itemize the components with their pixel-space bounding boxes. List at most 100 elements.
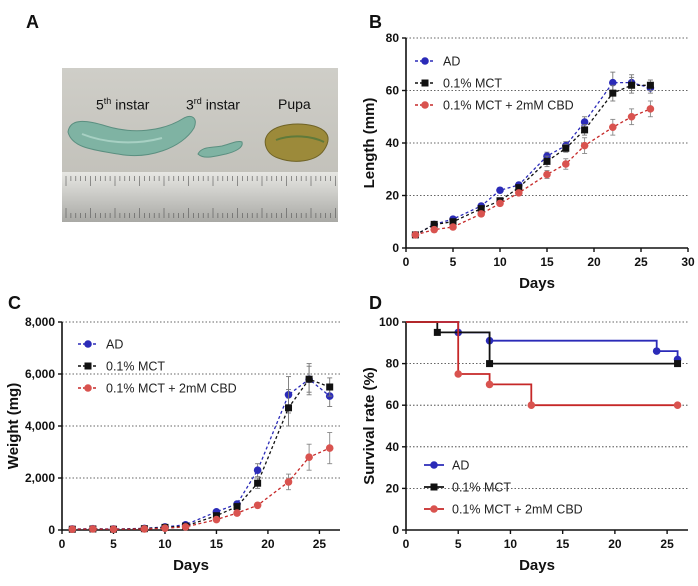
label-third-instar: 3rd instar xyxy=(186,96,240,113)
label-fifth-instar: 5th instar xyxy=(96,96,150,113)
x-tick-label: 30 xyxy=(681,255,695,269)
series-fit-line xyxy=(415,84,651,236)
y-axis-label: Length (mm) xyxy=(361,98,378,189)
legend-label: 0.1% MCT + 2mM CBD xyxy=(443,99,574,113)
panel-letter-b: B xyxy=(369,12,382,32)
survival-marker xyxy=(652,347,661,355)
legend-label: AD xyxy=(106,338,123,352)
x-tick-label: 5 xyxy=(455,537,462,551)
y-tick-label: 60 xyxy=(386,84,400,98)
survival-marker xyxy=(486,360,494,368)
data-point xyxy=(89,525,97,533)
data-point xyxy=(477,210,486,218)
series-fit-line xyxy=(72,378,330,530)
data-point xyxy=(562,160,570,168)
data-point xyxy=(254,479,262,487)
data-point xyxy=(562,144,570,152)
legend-marker xyxy=(421,101,429,109)
legend-label: 0.1% MCT + 2mM CBD xyxy=(106,382,237,396)
x-tick-label: 5 xyxy=(110,537,117,551)
legend-marker xyxy=(430,505,438,513)
x-tick-label: 10 xyxy=(158,537,172,551)
legend-marker xyxy=(430,461,438,469)
legend-marker xyxy=(430,483,438,491)
x-axis-label: Days xyxy=(519,557,555,574)
data-point xyxy=(430,220,438,228)
data-point xyxy=(609,89,617,97)
third-instar-larva xyxy=(197,141,243,158)
data-point xyxy=(181,523,190,531)
x-tick-label: 15 xyxy=(210,537,224,551)
data-point xyxy=(305,375,313,383)
data-point xyxy=(285,404,293,412)
y-tick-label: 20 xyxy=(386,481,400,495)
data-point xyxy=(580,141,589,150)
data-point xyxy=(305,453,313,462)
data-point xyxy=(580,118,589,126)
y-tick-label: 2,000 xyxy=(25,471,55,485)
survival-marker xyxy=(674,360,682,368)
data-point xyxy=(233,503,241,511)
survival-step-line xyxy=(406,321,679,360)
legend-marker xyxy=(84,362,92,370)
x-tick-label: 15 xyxy=(540,255,554,269)
data-point xyxy=(646,105,655,113)
pupa-larva xyxy=(264,123,329,162)
data-point xyxy=(581,126,589,134)
x-tick-label: 20 xyxy=(608,537,622,551)
data-point xyxy=(543,157,551,165)
x-tick-label: 15 xyxy=(556,537,570,551)
y-tick-label: 40 xyxy=(386,440,400,454)
larva-highlight xyxy=(81,133,163,144)
ruler-ticks xyxy=(65,176,336,218)
y-tick-label: 80 xyxy=(386,357,400,371)
x-tick-label: 0 xyxy=(59,537,66,551)
data-point xyxy=(325,444,334,452)
x-tick-label: 0 xyxy=(403,537,410,551)
y-axis-label: Weight (mg) xyxy=(5,383,22,469)
legend-label: AD xyxy=(452,459,469,473)
legend-label: 0.1% MCT xyxy=(443,77,502,91)
legend-marker xyxy=(84,384,92,392)
legend-marker xyxy=(421,79,429,87)
y-axis-label: Survival rate (%) xyxy=(361,367,378,485)
y-tick-label: 40 xyxy=(386,136,400,150)
x-tick-label: 20 xyxy=(261,537,275,551)
y-tick-label: 8,000 xyxy=(25,315,55,329)
data-point xyxy=(496,199,504,208)
legend-label: AD xyxy=(443,55,460,69)
data-point xyxy=(496,186,504,195)
panel-letter-d: D xyxy=(369,293,382,313)
x-tick-label: 5 xyxy=(450,255,457,269)
data-point xyxy=(253,466,262,475)
y-tick-label: 0 xyxy=(392,241,399,255)
data-point xyxy=(253,501,262,510)
survival-marker xyxy=(485,380,494,389)
photo-drawing xyxy=(62,68,338,222)
x-tick-label: 10 xyxy=(504,537,518,551)
data-point xyxy=(109,525,118,534)
data-point xyxy=(212,512,220,520)
ruler xyxy=(62,172,338,222)
survival-marker xyxy=(454,370,463,378)
label-pupa: Pupa xyxy=(278,96,311,112)
x-tick-label: 25 xyxy=(313,537,327,551)
panel-letter-c: C xyxy=(8,293,21,313)
data-point xyxy=(515,184,523,192)
y-tick-label: 4,000 xyxy=(25,419,55,433)
x-tick-label: 20 xyxy=(587,255,601,269)
pupa-stripe xyxy=(275,135,325,143)
x-tick-label: 25 xyxy=(634,255,648,269)
data-point xyxy=(515,189,523,197)
y-tick-label: 6,000 xyxy=(25,367,55,381)
y-tick-label: 20 xyxy=(386,189,400,203)
data-point xyxy=(68,525,77,534)
panel-letter-a: A xyxy=(26,12,39,32)
y-tick-label: 0 xyxy=(48,523,55,537)
data-point xyxy=(212,515,221,524)
y-tick-label: 0 xyxy=(392,523,399,537)
data-point xyxy=(326,383,334,391)
legend-marker xyxy=(421,57,429,65)
